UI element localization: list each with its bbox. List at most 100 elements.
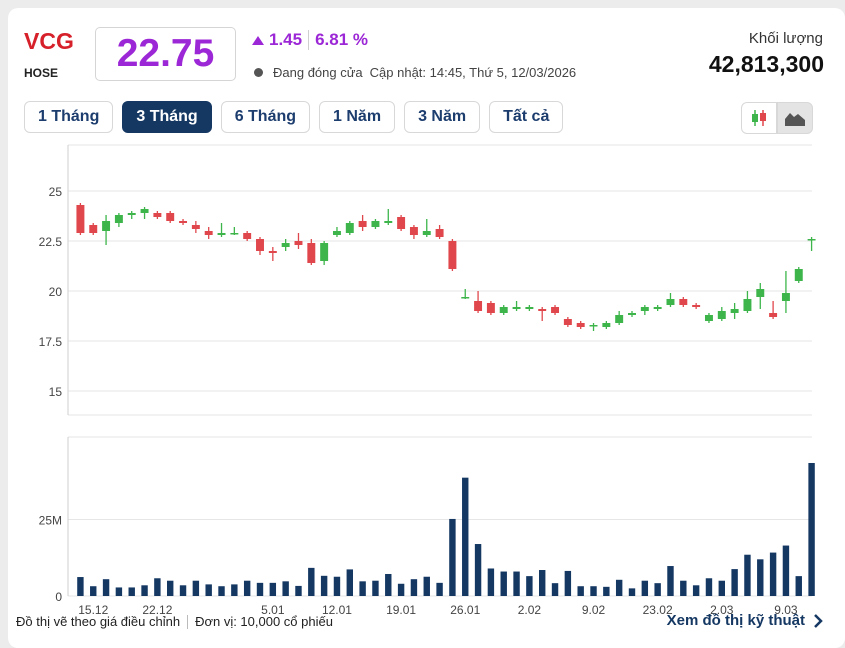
candle-body	[730, 309, 739, 313]
price-box: 22.75	[95, 27, 236, 81]
volume-bar	[102, 579, 110, 596]
volume-bar	[205, 584, 212, 596]
volume-bar	[410, 579, 418, 596]
candle-body	[743, 299, 752, 311]
market-status: Đang đóng cửa Cập nhật: 14:45, Thứ 5, 12…	[254, 65, 576, 80]
volume-bar	[192, 580, 200, 596]
volume-bar	[487, 568, 495, 596]
ticker-symbol: VCG	[24, 28, 74, 54]
candlestick-icon	[752, 110, 766, 126]
volume-bar	[474, 544, 482, 596]
candle-body	[512, 307, 521, 309]
candle-body	[461, 297, 470, 299]
candlestick-chart-button[interactable]	[741, 102, 777, 134]
volume-bar	[564, 570, 572, 596]
tab-3-months[interactable]: 3 Tháng	[122, 101, 212, 133]
volume-bar	[654, 583, 661, 596]
area-chart-button[interactable]	[777, 102, 813, 134]
volume-bar	[641, 580, 649, 596]
change-value: 1.45	[269, 30, 303, 49]
volume-bar	[77, 577, 84, 596]
divider	[187, 614, 189, 629]
candle-body	[281, 243, 290, 247]
candle-body	[615, 315, 624, 323]
date-tick-label: 5.01	[261, 603, 285, 617]
volume-bar	[500, 571, 507, 596]
volume-bar	[551, 583, 559, 596]
price-tick-label: 25	[49, 185, 63, 199]
candle-body	[666, 299, 675, 305]
volume-bar	[372, 580, 379, 596]
status-dot-icon	[254, 68, 263, 77]
volume-bar	[462, 477, 469, 596]
chart-type-toggle	[741, 102, 813, 134]
price-tick-label: 22.5	[39, 235, 63, 249]
volume-bar	[744, 554, 751, 596]
candle-body	[256, 239, 264, 251]
tab-6-months[interactable]: 6 Tháng	[220, 101, 311, 133]
volume-bar	[603, 586, 610, 596]
date-tick-label: 9.03	[774, 603, 798, 617]
volume-bar	[449, 518, 456, 596]
candle-body	[371, 221, 380, 227]
tab-all[interactable]: Tất cả	[489, 101, 564, 133]
volume-bar	[385, 573, 392, 596]
price-change: 1.45 6.81 %	[252, 30, 368, 50]
unit-note: Đơn vị: 10,000 cổ phiếu	[195, 614, 333, 629]
area-chart-icon	[785, 113, 805, 126]
candle-body	[628, 313, 636, 315]
technical-chart-link[interactable]: Xem đồ thị kỹ thuật	[667, 612, 823, 629]
candle-body	[191, 225, 200, 229]
candle-body	[307, 243, 316, 263]
candle-body	[294, 241, 303, 245]
volume-value: 42,813,300	[708, 51, 824, 77]
candle-body	[756, 289, 765, 297]
volume-bar	[577, 586, 584, 596]
volume-bar	[526, 576, 533, 596]
candle-body	[576, 323, 585, 327]
candle-body	[602, 323, 611, 327]
tab-1-month[interactable]: 1 Tháng	[24, 101, 114, 133]
candle-body	[781, 293, 790, 301]
candle-body	[127, 213, 136, 215]
updated-time: Cập nhật: 14:45, Thứ 5, 12/03/2026	[369, 65, 577, 80]
volume-tick-label: 0	[55, 590, 62, 604]
candle-body	[102, 221, 111, 231]
volume-bar	[718, 580, 725, 596]
volume-bar	[167, 580, 174, 596]
price-tick-label: 17.5	[39, 335, 63, 349]
stock-card: VCG HOSE 22.75 1.45 6.81 % Đang đóng cửa…	[8, 8, 845, 648]
volume-bar	[141, 585, 148, 596]
volume-bar	[308, 567, 315, 596]
volume-bar	[423, 576, 430, 596]
candle-body	[140, 209, 149, 213]
date-tick-label: 2.03	[710, 603, 734, 617]
candle-body	[486, 303, 495, 313]
date-tick-label: 12.01	[322, 603, 352, 617]
candle-body	[679, 299, 688, 305]
volume-bar	[346, 569, 353, 596]
tab-3-years[interactable]: 3 Năm	[404, 101, 481, 133]
change-percent: 6.81 %	[315, 30, 369, 49]
candle-body	[653, 307, 662, 309]
candle-body	[268, 251, 277, 253]
volume-bar	[731, 569, 738, 596]
candle-body	[448, 241, 457, 269]
candle-body	[384, 221, 393, 223]
volume-bar	[269, 582, 277, 596]
current-price: 22.75	[116, 32, 215, 75]
candle-body	[166, 213, 175, 221]
volume-bar	[179, 585, 187, 596]
tab-1-year[interactable]: 1 Năm	[319, 101, 396, 133]
volume-bar	[757, 559, 764, 596]
volume-bar	[397, 583, 405, 596]
volume-bar	[705, 578, 713, 596]
volume-bar	[769, 552, 777, 596]
candle-body	[704, 315, 713, 321]
candle-body	[499, 307, 508, 313]
candle-body	[551, 307, 560, 313]
candle-body	[435, 229, 444, 237]
price-tick-label: 20	[49, 285, 63, 299]
candle-body	[114, 215, 123, 223]
volume-bar	[513, 571, 520, 596]
